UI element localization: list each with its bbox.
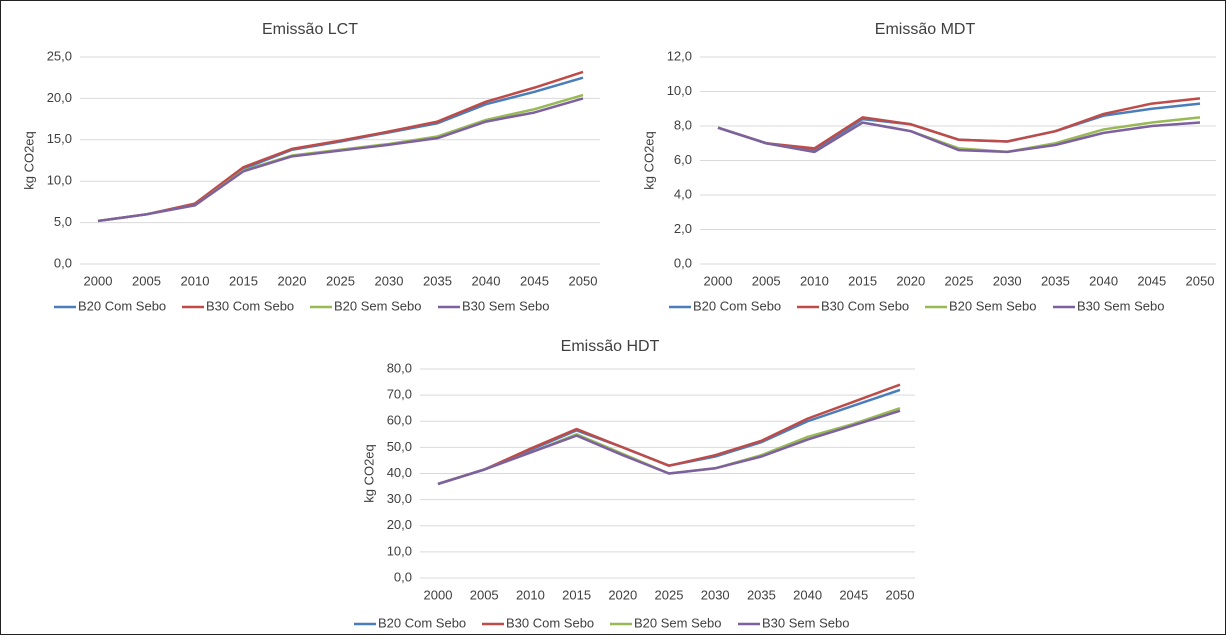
x-tick-label: 2015 [562,587,591,602]
x-tick-label: 2000 [704,273,733,288]
x-tick-label: 2040 [793,587,822,602]
chart-title: Emissão LCT [262,21,358,38]
legend-label: B20 Com Sebo [693,298,781,313]
x-tick-label: 2050 [569,273,598,288]
y-tick-label: 5,0 [54,214,72,229]
x-tick-label: 2010 [800,273,829,288]
y-tick-label: 70,0 [387,387,412,402]
x-tick-label: 2030 [993,273,1022,288]
y-tick-label: 10,0 [47,173,72,188]
y-tick-label: 0,0 [674,255,692,270]
y-tick-label: 25,0 [47,48,72,63]
x-tick-label: 2030 [701,587,730,602]
x-tick-label: 2030 [375,273,404,288]
x-tick-label: 2035 [1041,273,1070,288]
legend-label: B30 Com Sebo [206,298,294,313]
x-tick-label: 2040 [472,273,501,288]
y-tick-label: 2,0 [674,221,692,236]
legend-label: B30 Sem Sebo [462,298,549,313]
x-tick-label: 2005 [470,587,499,602]
x-tick-label: 2050 [886,587,915,602]
x-tick-label: 2045 [839,587,868,602]
x-tick-label: 2000 [84,273,113,288]
y-tick-label: 10,0 [387,543,412,558]
legend-label: B20 Sem Sebo [634,615,721,630]
legend-label: B30 Com Sebo [821,298,909,313]
y-tick-label: 15,0 [47,131,72,146]
line-series [437,409,901,486]
chart-title: Emissão MDT [875,21,976,38]
x-tick-label: 2025 [326,273,355,288]
legend-label: B30 Com Sebo [506,615,594,630]
y-tick-label: 80,0 [387,360,412,375]
legend-label: B20 Sem Sebo [334,298,421,313]
y-axis-label: kg CO2eq [361,444,376,503]
x-tick-label: 2010 [516,587,545,602]
y-tick-label: 10,0 [667,83,692,98]
y-tick-label: 0,0 [54,255,72,270]
y-tick-label: 6,0 [674,152,692,167]
y-tick-label: 4,0 [674,186,692,201]
x-tick-label: 2025 [945,273,974,288]
y-tick-label: 30,0 [387,491,412,506]
line-series [437,383,901,486]
legend-label: B30 Sem Sebo [762,615,849,630]
x-tick-label: 2025 [655,587,684,602]
y-tick-label: 20,0 [47,90,72,105]
y-tick-label: 40,0 [387,465,412,480]
x-tick-label: 2045 [520,273,549,288]
legend-label: B20 Com Sebo [78,298,166,313]
x-tick-label: 2005 [752,273,781,288]
y-tick-label: 50,0 [387,439,412,454]
x-tick-label: 2020 [608,587,637,602]
legend-label: B30 Sem Sebo [1077,298,1164,313]
chart-title: Emissão HDT [561,338,660,355]
x-tick-label: 2050 [1186,273,1215,288]
x-tick-label: 2015 [848,273,877,288]
x-tick-label: 2010 [181,273,210,288]
x-tick-label: 2045 [1137,273,1166,288]
y-tick-label: 60,0 [387,413,412,428]
line-series [717,121,1201,154]
legend-label: B20 Com Sebo [378,615,466,630]
x-tick-label: 2020 [896,273,925,288]
x-tick-label: 2020 [278,273,307,288]
y-tick-label: 0,0 [394,569,412,584]
x-tick-label: 2040 [1089,273,1118,288]
y-axis-label: kg CO2eq [641,131,656,190]
line-series [717,97,1201,150]
x-tick-label: 2005 [132,273,161,288]
line-series [97,97,584,223]
y-tick-label: 8,0 [674,117,692,132]
x-tick-label: 2000 [424,587,453,602]
x-tick-label: 2035 [423,273,452,288]
y-tick-label: 20,0 [387,517,412,532]
y-tick-label: 12,0 [667,48,692,63]
y-axis-label: kg CO2eq [21,131,36,190]
x-tick-label: 2015 [229,273,258,288]
x-tick-label: 2035 [747,587,776,602]
legend-label: B20 Sem Sebo [949,298,1036,313]
